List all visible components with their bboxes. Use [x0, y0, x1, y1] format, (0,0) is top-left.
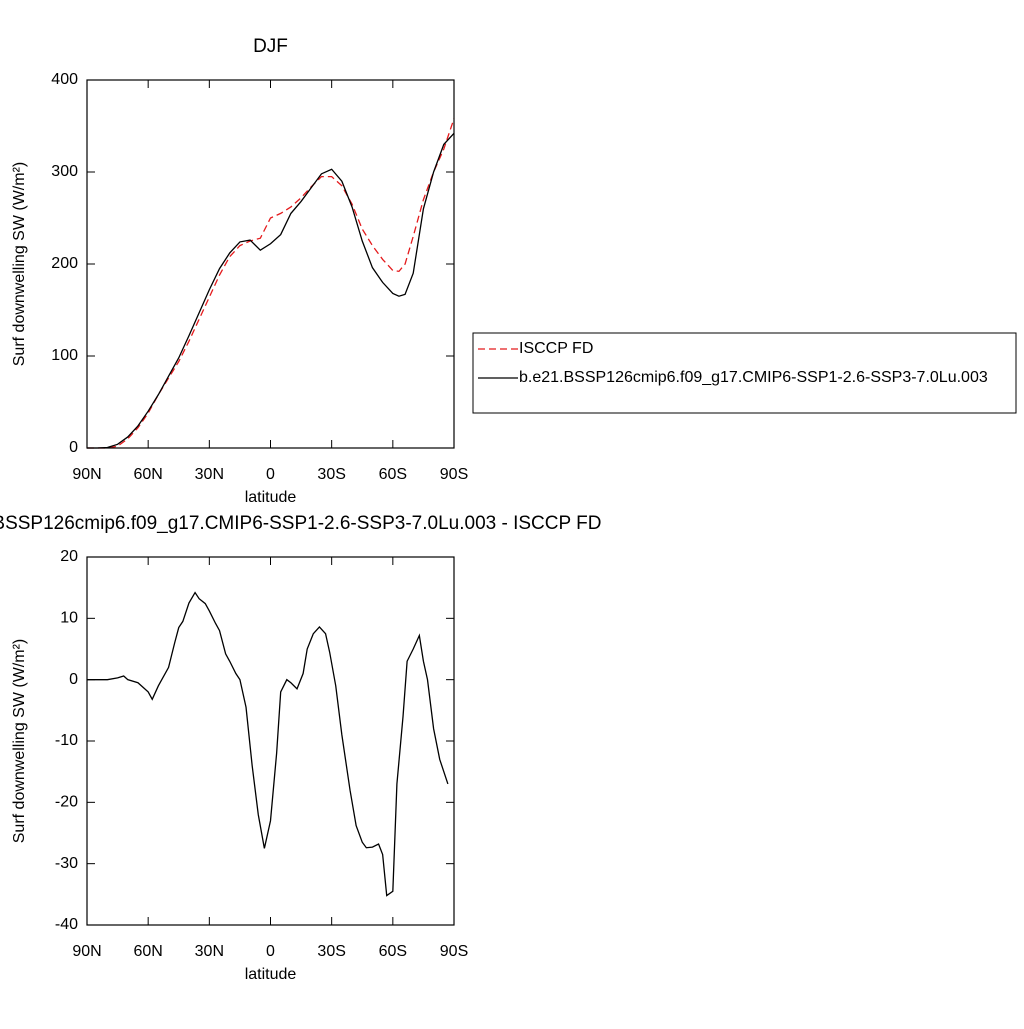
y-tick-label: -10 [55, 732, 78, 749]
y-tick-label: 20 [60, 548, 78, 565]
y-tick-label: 0 [69, 671, 78, 688]
data-line [87, 118, 455, 449]
y-tick-label: -30 [55, 855, 78, 872]
y-tick-label: -40 [55, 916, 78, 933]
x-tick-label: 60S [379, 466, 407, 483]
x-axis-label: latitude [245, 966, 297, 983]
y-tick-label: 200 [51, 255, 78, 272]
y-tick-label: -20 [55, 794, 78, 811]
y-axis-label: Surf downwelling SW (W/m²) [11, 639, 28, 843]
x-tick-label: 30N [195, 466, 224, 483]
x-tick-label: 60N [133, 466, 162, 483]
x-tick-label: 0 [266, 466, 275, 483]
legend-box [472, 332, 1017, 414]
x-axis-label: latitude [245, 489, 297, 506]
x-tick-label: 90N [72, 943, 101, 960]
x-tick-label: 30S [317, 466, 345, 483]
x-tick-label: 60N [133, 943, 162, 960]
y-tick-label: 300 [51, 163, 78, 180]
x-tick-label: 90S [440, 466, 468, 483]
x-tick-label: 90N [72, 466, 101, 483]
y-tick-label: 0 [69, 439, 78, 456]
y-tick-label: 10 [60, 610, 78, 627]
x-tick-label: 60S [379, 943, 407, 960]
chart-title: DJF [253, 36, 288, 57]
data-line [87, 591, 449, 897]
legend-label: b.e21.BSSP126cmip6.f09_g17.CMIP6-SSP1-2.… [519, 369, 988, 386]
x-tick-label: 30N [195, 943, 224, 960]
plot-frame [86, 556, 455, 926]
y-tick-label: 100 [51, 347, 78, 364]
legend-label: ISCCP FD [519, 340, 593, 357]
x-tick-label: 0 [266, 943, 275, 960]
chart-title: b.e21.BSSP126cmip6.f09_g17.CMIP6-SSP1-2.… [0, 513, 601, 534]
data-line [87, 132, 455, 449]
y-axis-label: Surf downwelling SW (W/m²) [11, 162, 28, 366]
x-tick-label: 30S [317, 943, 345, 960]
x-tick-label: 90S [440, 943, 468, 960]
y-tick-label: 400 [51, 71, 78, 88]
plot-frame [86, 79, 455, 449]
